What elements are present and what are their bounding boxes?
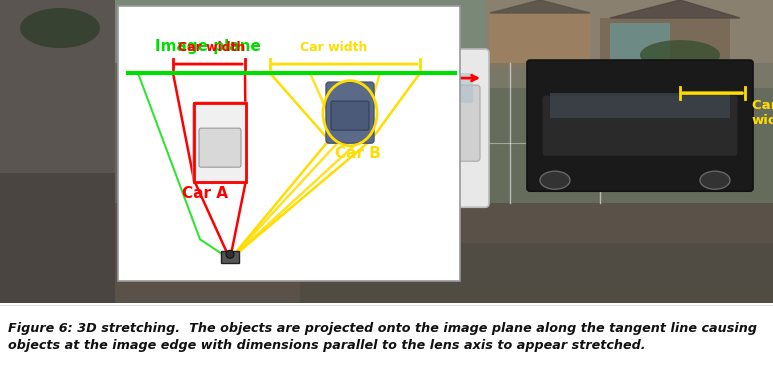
- Bar: [300, 63, 773, 203]
- Ellipse shape: [20, 8, 100, 48]
- Ellipse shape: [540, 171, 570, 189]
- Bar: [550, 93, 730, 118]
- Polygon shape: [610, 0, 740, 18]
- Bar: [115, 0, 773, 303]
- FancyBboxPatch shape: [331, 101, 369, 130]
- Text: Car width: Car width: [178, 41, 245, 54]
- Ellipse shape: [226, 250, 234, 258]
- Bar: [221, 251, 239, 263]
- Bar: [118, 6, 460, 281]
- Bar: [300, 243, 773, 303]
- FancyBboxPatch shape: [193, 102, 247, 183]
- Bar: [115, 0, 485, 63]
- Text: Car A
width: Car A width: [375, 99, 417, 127]
- Bar: [480, 0, 773, 88]
- Bar: [194, 103, 246, 182]
- Bar: [115, 203, 773, 303]
- Ellipse shape: [400, 28, 460, 63]
- FancyBboxPatch shape: [376, 49, 489, 207]
- Text: Car A: Car A: [182, 186, 228, 201]
- Ellipse shape: [640, 40, 720, 70]
- Text: Car width: Car width: [300, 41, 367, 54]
- Bar: [490, 13, 590, 68]
- Bar: [610, 23, 670, 63]
- FancyBboxPatch shape: [393, 54, 432, 80]
- Text: Figure 6: 3D stretching.  The objects are projected onto the image plane along t: Figure 6: 3D stretching. The objects are…: [8, 321, 757, 351]
- FancyBboxPatch shape: [199, 128, 241, 167]
- Bar: [600, 18, 730, 73]
- Bar: [0, 173, 115, 303]
- Bar: [0, 0, 115, 303]
- FancyBboxPatch shape: [527, 60, 753, 191]
- Bar: [0, 0, 773, 63]
- Text: Image plane: Image plane: [155, 39, 261, 54]
- Bar: [392, 73, 473, 103]
- Polygon shape: [490, 0, 590, 13]
- FancyBboxPatch shape: [385, 85, 480, 161]
- FancyBboxPatch shape: [542, 95, 738, 156]
- Ellipse shape: [700, 171, 730, 189]
- Text: Car B: Car B: [335, 146, 381, 161]
- Text: Car B
width: Car B width: [752, 99, 773, 127]
- FancyBboxPatch shape: [326, 82, 374, 143]
